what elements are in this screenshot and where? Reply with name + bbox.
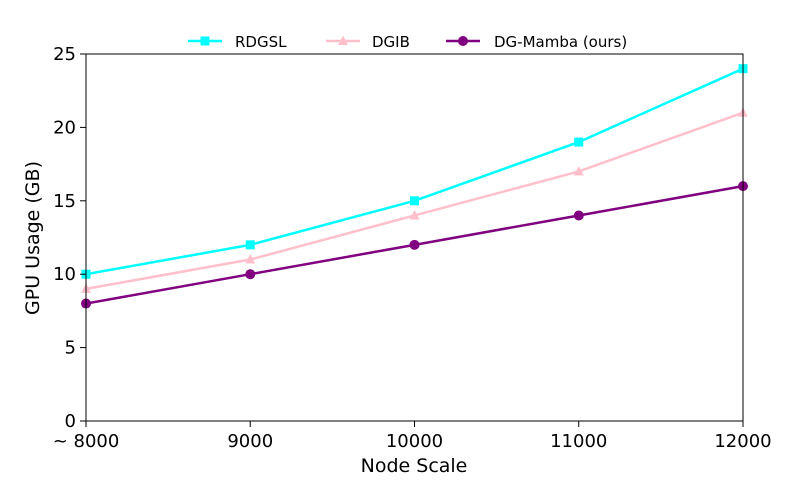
y-tick-label: 5 [65,338,76,359]
data-point [409,239,420,250]
y-tick-label: 20 [53,117,76,138]
data-point [573,210,584,221]
y-axis-title: GPU Usage (GB) [22,161,44,315]
data-point [245,269,256,280]
legend-item: DG-Mamba (ours) [446,33,627,51]
data-point [574,137,584,147]
legend-marker [200,36,210,46]
plot-area [81,64,748,309]
y-tick-label: 25 [53,44,76,65]
series-dgib [81,107,748,293]
y-tick-label: 10 [53,264,76,285]
legend-label: RDGSL [235,33,287,51]
data-point [245,254,256,264]
x-tick-label: 10000 [386,431,443,452]
y-tick-label: 0 [65,411,76,432]
x-tick-label: 12000 [714,431,771,452]
x-tick-label: ~ 8000 [53,431,120,452]
data-point [245,240,255,250]
legend-marker [338,35,348,45]
x-axis-title: Node Scale [361,455,468,477]
x-tick-label: 11000 [550,431,607,452]
legend-label: DGIB [372,33,410,51]
legend-marker [458,36,468,46]
legend-item: RDGSL [188,33,287,51]
y-tick-label: 15 [53,191,76,212]
legend-item: DGIB [326,33,410,51]
legend: RDGSL DGIB DG-Mamba (ours) [188,33,627,51]
x-tick-label: 9000 [227,431,273,452]
data-point [409,209,420,220]
legend-label: DG-Mamba (ours) [494,33,627,51]
axes: 0 5 10 15 20 25 ~ 8000 9000 10000 11000 12000 [53,44,772,452]
plot-frame [85,53,744,422]
data-point [410,196,419,206]
data-point [573,165,584,176]
